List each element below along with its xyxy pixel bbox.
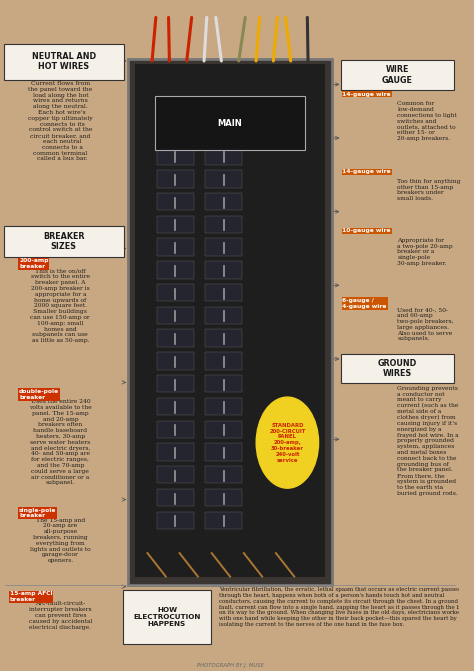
FancyBboxPatch shape bbox=[205, 261, 242, 278]
Text: This is the on/off
switch to the entire
breaker panel. A
200-amp breaker is
appr: This is the on/off switch to the entire … bbox=[30, 268, 90, 343]
Text: Common for
low-demand
connections to light
switches and
outlets, attached to
eit: Common for low-demand connections to lig… bbox=[398, 101, 457, 141]
FancyBboxPatch shape bbox=[156, 238, 194, 256]
FancyBboxPatch shape bbox=[205, 489, 242, 506]
FancyBboxPatch shape bbox=[205, 466, 242, 484]
FancyBboxPatch shape bbox=[156, 329, 194, 347]
FancyBboxPatch shape bbox=[156, 511, 194, 529]
FancyBboxPatch shape bbox=[205, 398, 242, 415]
FancyBboxPatch shape bbox=[156, 352, 194, 370]
Text: 10-gauge wire: 10-gauge wire bbox=[342, 228, 391, 234]
FancyBboxPatch shape bbox=[205, 352, 242, 370]
Text: STANDARD
200-CIRCUIT
PANEL
200-amp,
30-breaker
240-volt
service: STANDARD 200-CIRCUIT PANEL 200-amp, 30-b… bbox=[269, 423, 306, 462]
Text: Too thin for anything
other than 15-amp
breakers under
small loads.: Too thin for anything other than 15-amp … bbox=[398, 178, 461, 201]
FancyBboxPatch shape bbox=[156, 284, 194, 301]
FancyBboxPatch shape bbox=[156, 170, 194, 187]
FancyBboxPatch shape bbox=[156, 421, 194, 438]
FancyBboxPatch shape bbox=[156, 466, 194, 484]
FancyBboxPatch shape bbox=[205, 148, 242, 165]
Text: Arc-fault-circuit-
interrupter breakers
can prevent fires
caused by accidental
e: Arc-fault-circuit- interrupter breakers … bbox=[28, 601, 92, 629]
Text: Current flows from
the panel toward the
load along the hot
wires and returns
alo: Current flows from the panel toward the … bbox=[28, 81, 93, 162]
Text: Ventricular fibrillation, the erratic, lethal spasm that occurs as electric curr: Ventricular fibrillation, the erratic, l… bbox=[219, 587, 469, 627]
FancyBboxPatch shape bbox=[341, 60, 454, 90]
Text: Appropriate for
a two-pole 20-amp
breaker or a
single-pole
30-amp breaker.: Appropriate for a two-pole 20-amp breake… bbox=[398, 238, 453, 266]
Text: double-pole
breaker: double-pole breaker bbox=[19, 389, 59, 400]
FancyBboxPatch shape bbox=[205, 444, 242, 461]
FancyBboxPatch shape bbox=[123, 590, 211, 644]
FancyBboxPatch shape bbox=[205, 170, 242, 187]
FancyBboxPatch shape bbox=[156, 375, 194, 393]
Text: WIRE
GAUGE: WIRE GAUGE bbox=[382, 65, 413, 85]
FancyBboxPatch shape bbox=[156, 215, 194, 233]
FancyBboxPatch shape bbox=[205, 421, 242, 438]
FancyBboxPatch shape bbox=[4, 44, 124, 80]
FancyBboxPatch shape bbox=[156, 307, 194, 324]
FancyBboxPatch shape bbox=[156, 444, 194, 461]
FancyBboxPatch shape bbox=[205, 375, 242, 393]
Text: PHOTOGRAPH BY J. MUSE: PHOTOGRAPH BY J. MUSE bbox=[197, 664, 264, 668]
FancyBboxPatch shape bbox=[205, 238, 242, 256]
FancyBboxPatch shape bbox=[156, 489, 194, 506]
FancyBboxPatch shape bbox=[156, 193, 194, 210]
FancyBboxPatch shape bbox=[128, 59, 332, 585]
FancyBboxPatch shape bbox=[156, 398, 194, 415]
FancyBboxPatch shape bbox=[155, 96, 305, 150]
FancyBboxPatch shape bbox=[341, 354, 454, 383]
Text: Uses the entire 240
volts available to the
panel. The 15-amp
and 20-amp
breakers: Uses the entire 240 volts available to t… bbox=[29, 399, 91, 485]
Text: The 15-amp and
20-amp are
all-purpose
breakers, running
everything from
lights a: The 15-amp and 20-amp are all-purpose br… bbox=[30, 517, 91, 563]
Text: HOW
ELECTROCUTION
HAPPENS: HOW ELECTROCUTION HAPPENS bbox=[133, 607, 201, 627]
Text: 14-gauge wire: 14-gauge wire bbox=[342, 92, 391, 97]
Text: GROUND
WIRES: GROUND WIRES bbox=[378, 358, 417, 378]
Text: MAIN: MAIN bbox=[218, 119, 242, 127]
FancyBboxPatch shape bbox=[205, 193, 242, 210]
FancyBboxPatch shape bbox=[205, 215, 242, 233]
FancyBboxPatch shape bbox=[205, 284, 242, 301]
Text: 6-gauge /
4-gauge wire: 6-gauge / 4-gauge wire bbox=[342, 298, 387, 309]
FancyBboxPatch shape bbox=[156, 261, 194, 278]
Text: 14-gauge wire: 14-gauge wire bbox=[342, 170, 391, 174]
Text: single-pole
breaker: single-pole breaker bbox=[19, 507, 56, 519]
Text: BREAKER
SIZES: BREAKER SIZES bbox=[43, 232, 84, 252]
Text: Used for 40-, 50-
and 60-amp
two-pole breakers,
large appliances.
Also used to s: Used for 40-, 50- and 60-amp two-pole br… bbox=[398, 307, 454, 342]
FancyBboxPatch shape bbox=[135, 64, 326, 576]
FancyBboxPatch shape bbox=[4, 226, 124, 257]
FancyBboxPatch shape bbox=[205, 307, 242, 324]
FancyBboxPatch shape bbox=[205, 511, 242, 529]
FancyBboxPatch shape bbox=[156, 148, 194, 165]
Text: 200-amp
breaker: 200-amp breaker bbox=[19, 258, 48, 269]
Text: 15-amp AFCI
breaker: 15-amp AFCI breaker bbox=[10, 591, 53, 602]
Text: Grounding prevents
a conductor not
meant to carry
current (such as the
metal sid: Grounding prevents a conductor not meant… bbox=[398, 386, 459, 496]
Text: NEUTRAL AND
HOT WIRES: NEUTRAL AND HOT WIRES bbox=[32, 52, 96, 71]
Circle shape bbox=[256, 397, 319, 488]
FancyBboxPatch shape bbox=[205, 329, 242, 347]
